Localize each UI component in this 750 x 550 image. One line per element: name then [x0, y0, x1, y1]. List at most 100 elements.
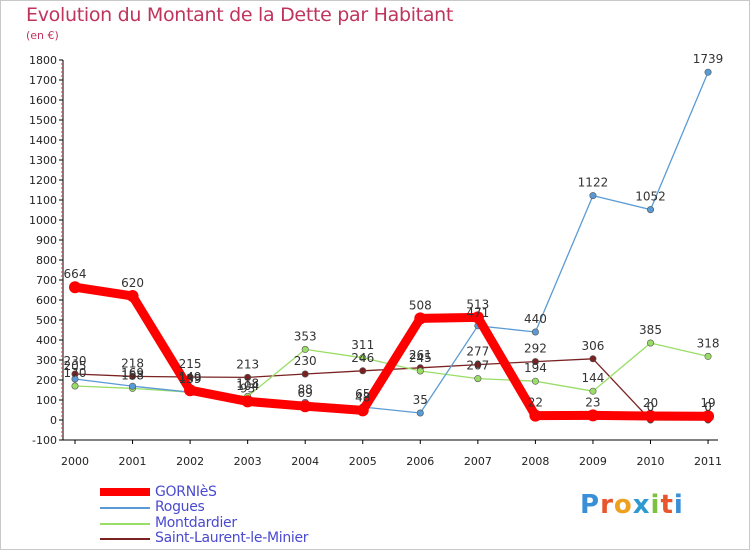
x-tick-label: 2002 — [176, 455, 204, 468]
series-point-2 — [416, 367, 424, 375]
data-label: 0 — [704, 400, 712, 414]
data-label: 620 — [121, 276, 144, 290]
data-label: 93 — [240, 381, 255, 395]
y-tick-label: 1100 — [29, 194, 57, 207]
data-label: 118 — [236, 376, 259, 390]
series-point-2 — [589, 387, 597, 395]
legend-label: Montdardier — [155, 515, 237, 531]
series-point-0 — [702, 410, 715, 423]
data-label: 664 — [64, 267, 87, 281]
series-point-2 — [704, 352, 712, 360]
series-point-3 — [474, 361, 482, 369]
y-tick-label: 1400 — [29, 134, 57, 147]
data-label: 22 — [528, 396, 543, 410]
series-point-0 — [299, 400, 312, 413]
data-label: 230 — [64, 354, 87, 368]
series-point-3 — [301, 370, 309, 378]
legend-swatch — [100, 488, 150, 496]
data-label: 246 — [351, 351, 374, 365]
series-point-1 — [129, 382, 137, 390]
series-point-3 — [531, 358, 539, 366]
series-line-0 — [70, 282, 713, 421]
data-label: 158 — [121, 368, 144, 382]
series-line-1 — [74, 71, 709, 414]
data-label: 205 — [64, 359, 87, 373]
x-tick-label: 2006 — [406, 455, 434, 468]
data-label: 207 — [466, 359, 489, 373]
legend-item-3: Saint-Laurent-le-Minier — [100, 530, 360, 547]
y-tick-label: 1200 — [29, 174, 57, 187]
x-tick-label: 2000 — [61, 455, 89, 468]
data-label: 169 — [121, 366, 144, 380]
data-label: 19 — [700, 396, 715, 410]
series-point-2 — [71, 382, 79, 390]
data-label: 1739 — [693, 52, 724, 66]
series-point-3 — [244, 373, 252, 381]
x-tick-label: 2010 — [637, 455, 665, 468]
y-tick-label: 1800 — [29, 54, 57, 67]
series-point-0 — [356, 404, 369, 417]
series-point-1 — [646, 206, 654, 214]
series-point-0 — [184, 384, 197, 397]
data-label: 1052 — [635, 190, 666, 204]
data-label: 318 — [697, 336, 720, 350]
series-point-0 — [529, 409, 542, 422]
data-label: 311 — [351, 338, 374, 352]
data-label: 508 — [409, 298, 432, 312]
data-label: 440 — [524, 312, 547, 326]
series-point-1 — [416, 409, 424, 417]
data-label: 353 — [294, 329, 317, 343]
data-label: 48 — [355, 390, 370, 404]
series-point-1 — [704, 68, 712, 76]
x-tick-label: 2005 — [349, 455, 377, 468]
data-label: 139 — [179, 372, 202, 386]
data-label: 213 — [236, 357, 259, 371]
y-tick-label: 1300 — [29, 154, 57, 167]
y-tick-label: 1000 — [29, 214, 57, 227]
y-tick-label: 100 — [36, 394, 57, 407]
data-label: 292 — [524, 342, 547, 356]
x-tick-label: 2011 — [694, 455, 722, 468]
legend-item-1: Rogues — [100, 499, 360, 516]
series-point-0 — [69, 281, 81, 294]
y-tick-label: 0 — [50, 414, 57, 427]
series-point-1 — [589, 192, 597, 200]
data-label: 104 — [236, 379, 259, 393]
series-point-3 — [129, 372, 137, 380]
y-tick-label: 500 — [36, 314, 57, 327]
data-label: 218 — [121, 356, 144, 370]
chart-title: Evolution du Montant de la Dette par Hab… — [26, 4, 454, 26]
y-tick-label: 1600 — [29, 94, 57, 107]
y-tick-label: 900 — [36, 234, 57, 247]
x-tick-label: 2003 — [234, 455, 262, 468]
legend-swatch — [100, 523, 150, 525]
legend-label: Saint-Laurent-le-Minier — [155, 530, 309, 546]
series-point-0 — [586, 409, 599, 422]
x-tick-label: 2008 — [521, 455, 549, 468]
axes: -100010020030040050060070080090010001100… — [29, 54, 722, 468]
data-label: 69 — [298, 386, 313, 400]
legend-swatch — [100, 538, 150, 540]
data-label: 230 — [294, 354, 317, 368]
series-point-3 — [359, 367, 367, 375]
y-tick-label: 700 — [36, 274, 57, 287]
data-label: 65 — [355, 387, 370, 401]
data-label: 144 — [581, 371, 604, 385]
data-label: 194 — [524, 361, 547, 375]
chart-unit: (en €) — [26, 29, 59, 42]
y-tick-label: 400 — [36, 334, 57, 347]
legend-item-2: Montdardier — [100, 515, 360, 532]
series-point-0 — [644, 410, 657, 422]
data-label: 385 — [639, 323, 662, 337]
y-tick-label: 300 — [36, 354, 57, 367]
data-label: 23 — [585, 395, 600, 409]
x-tick-label: 2004 — [291, 455, 319, 468]
series-point-2 — [646, 339, 654, 347]
data-label: 513 — [466, 297, 489, 311]
legend-item-0: GORNIèS — [100, 484, 360, 501]
data-labels-layer: 664 620 149 93 69 48 508 513 22 23 20 19 205 169 139 10… — [64, 52, 724, 414]
data-label: 20 — [643, 396, 658, 410]
y-tick-label: -100 — [32, 434, 57, 447]
